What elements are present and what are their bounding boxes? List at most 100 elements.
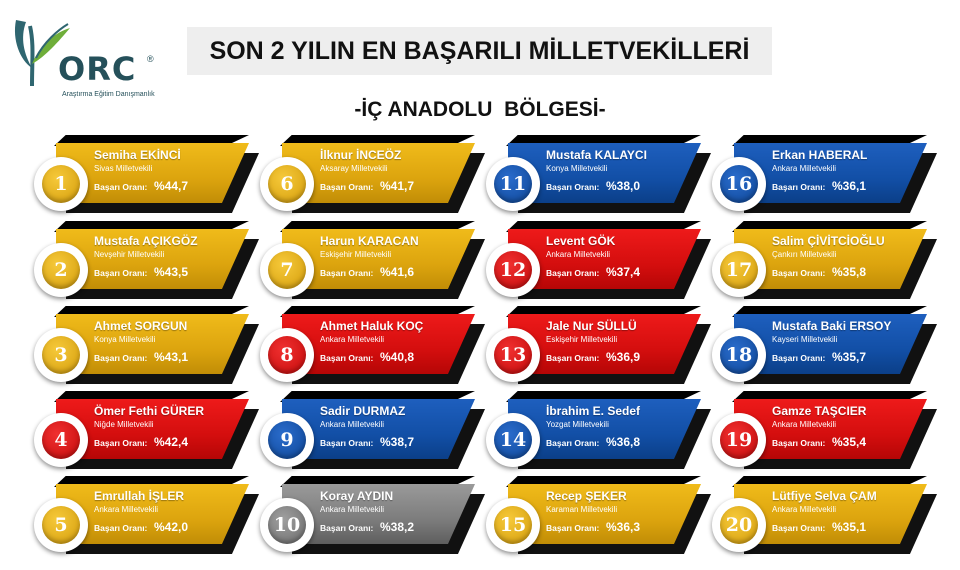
deputy-card: 13 Jale Nur SÜLLÜ Eskişehir Milletvekili Ba…: [486, 306, 716, 386]
rank-badge: 7: [260, 243, 314, 297]
deputy-name: Ahmet Haluk KOÇ: [320, 319, 424, 333]
rank-badge: 18: [712, 328, 766, 382]
rate-value: %36,1: [832, 179, 867, 193]
rate-value: %36,9: [606, 350, 641, 364]
rank-badge: 11: [486, 157, 540, 211]
rate-value: %42,0: [154, 520, 189, 534]
orc-logo: ORC ® Araştırma Eğitim Danışmanlık: [10, 14, 160, 98]
rank-badge: 16: [712, 157, 766, 211]
rate-label: Başarı Oranı:: [546, 268, 600, 278]
deputy-name: Emrullah İŞLER: [94, 489, 185, 503]
deputy-province: Ankara Milletvekili: [320, 420, 385, 429]
logo-tagline: Araştırma Eğitim Danışmanlık: [62, 91, 155, 98]
page-title: SON 2 YILIN EN BAŞARILI MİLLETVEKİLLERİ: [209, 36, 750, 65]
rate-label: Başarı Oranı:: [546, 523, 600, 533]
logo-registered: ®: [147, 54, 154, 64]
deputy-name: Harun KARACAN: [320, 234, 419, 248]
rate-value: %36,8: [606, 435, 641, 449]
card-top-tab: [506, 306, 701, 317]
card-band: [56, 399, 249, 459]
rate-label: Başarı Oranı:: [94, 438, 148, 448]
deputy-province: Karaman Milletvekili: [546, 505, 618, 514]
card-top-tab: [54, 476, 249, 487]
deputy-card: 12 Levent GÖK Ankara Milletvekili Başarı Or…: [486, 221, 716, 301]
rank-badge: 4: [34, 413, 88, 467]
deputy-card: 4 Ömer Fethi GÜRER Niğde Milletvekili Başar…: [34, 391, 264, 471]
card-top-tab: [732, 135, 927, 146]
region-subtitle: -İÇ ANADOLU BÖLGESİ-: [354, 98, 606, 121]
deputy-province: Niğde Milletvekili: [94, 420, 154, 429]
rate-label: Başarı Oranı:: [320, 523, 374, 533]
card-top-tab: [280, 135, 475, 146]
card-top-tab: [732, 476, 927, 487]
rate-label: Başarı Oranı:: [772, 353, 826, 363]
card-band: [734, 143, 927, 203]
deputy-card: 10 Koray AYDIN Ankara Milletvekili Başarı O…: [260, 476, 490, 556]
rank-number: 3: [42, 336, 80, 374]
deputy-name: Sadir DURMAZ: [320, 404, 406, 418]
deputy-province: Sivas Milletvekili: [94, 164, 153, 173]
rank-number: 2: [42, 251, 80, 289]
rate-value: %38,2: [380, 520, 415, 534]
card-top-tab: [280, 221, 475, 232]
rank-badge: 1: [34, 157, 88, 211]
title-banner: SON 2 YILIN EN BAŞARILI MİLLETVEKİLLERİ: [187, 27, 772, 75]
deputy-name: Gamze TAŞCIER: [772, 404, 867, 418]
deputy-name: İlknur İNCEÖZ: [320, 148, 402, 162]
rate-label: Başarı Oranı:: [94, 353, 148, 363]
rate-value: %42,4: [154, 435, 189, 449]
deputy-province: Ankara Milletvekili: [772, 164, 837, 173]
rate-label: Başarı Oranı:: [772, 438, 826, 448]
rate-label: Başarı Oranı:: [320, 268, 374, 278]
rank-number: 15: [494, 506, 532, 544]
deputy-card: 6 İlknur İNCEÖZ Aksaray Milletvekili Başarı…: [260, 135, 490, 215]
deputy-card: 11 Mustafa KALAYCI Konya Milletvekili Başar…: [486, 135, 716, 215]
rate-value: %35,1: [832, 520, 867, 534]
deputy-card: 1 Semiha EKİNCİ Sivas Milletvekili Başarı O…: [34, 135, 264, 215]
deputy-name: Levent GÖK: [546, 234, 616, 248]
deputy-card: 7 Harun KARACAN Eskişehir Milletvekili Başa…: [260, 221, 490, 301]
card-band: [282, 143, 475, 203]
deputy-card: 14 İbrahim E. Sedef Yozgat Milletvekili Baş…: [486, 391, 716, 471]
rate-value: %44,7: [154, 179, 189, 193]
card-band: [734, 399, 927, 459]
card-band: [282, 314, 475, 374]
rate-label: Başarı Oranı:: [772, 182, 826, 192]
deputy-name: Ömer Fethi GÜRER: [94, 404, 205, 418]
rate-value: %41,6: [380, 265, 415, 279]
rate-label: Başarı Oranı:: [772, 268, 826, 278]
rank-number: 1: [42, 165, 80, 203]
rate-label: Başarı Oranı:: [94, 523, 148, 533]
deputy-province: Ankara Milletvekili: [320, 505, 385, 514]
rank-number: 18: [720, 336, 758, 374]
rank-badge: 14: [486, 413, 540, 467]
rank-badge: 13: [486, 328, 540, 382]
rate-value: %35,4: [832, 435, 867, 449]
rate-value: %41,7: [380, 179, 415, 193]
deputy-card: 5 Emrullah İŞLER Ankara Milletvekili Başarı…: [34, 476, 264, 556]
deputy-province: Ankara Milletvekili: [546, 250, 611, 259]
rate-label: Başarı Oranı:: [320, 438, 374, 448]
rank-number: 7: [268, 251, 306, 289]
card-band: [56, 143, 249, 203]
rank-badge: 10: [260, 498, 314, 552]
card-band: [508, 314, 701, 374]
deputy-name: Mustafa AÇIKGÖZ: [94, 234, 198, 248]
deputy-province: Ankara Milletvekili: [320, 335, 385, 344]
deputy-name: İbrahim E. Sedef: [546, 404, 641, 418]
card-band: [508, 399, 701, 459]
card-top-tab: [732, 391, 927, 402]
deputy-province: Ankara Milletvekili: [772, 420, 837, 429]
deputy-province: Konya Milletvekili: [546, 164, 608, 173]
card-band: [734, 314, 927, 374]
rank-number: 11: [494, 165, 532, 203]
card-band: [282, 484, 475, 544]
deputy-province: Kayseri Milletvekili: [772, 335, 838, 344]
deputy-card: 18 Mustafa Baki ERSOY Kayseri Milletvekili…: [712, 306, 942, 386]
card-top-tab: [54, 391, 249, 402]
rank-badge: 5: [34, 498, 88, 552]
rank-badge: 6: [260, 157, 314, 211]
rate-label: Başarı Oranı:: [546, 353, 600, 363]
deputy-card: 19 Gamze TAŞCIER Ankara Milletvekili Başarı…: [712, 391, 942, 471]
rank-number: 20: [720, 506, 758, 544]
